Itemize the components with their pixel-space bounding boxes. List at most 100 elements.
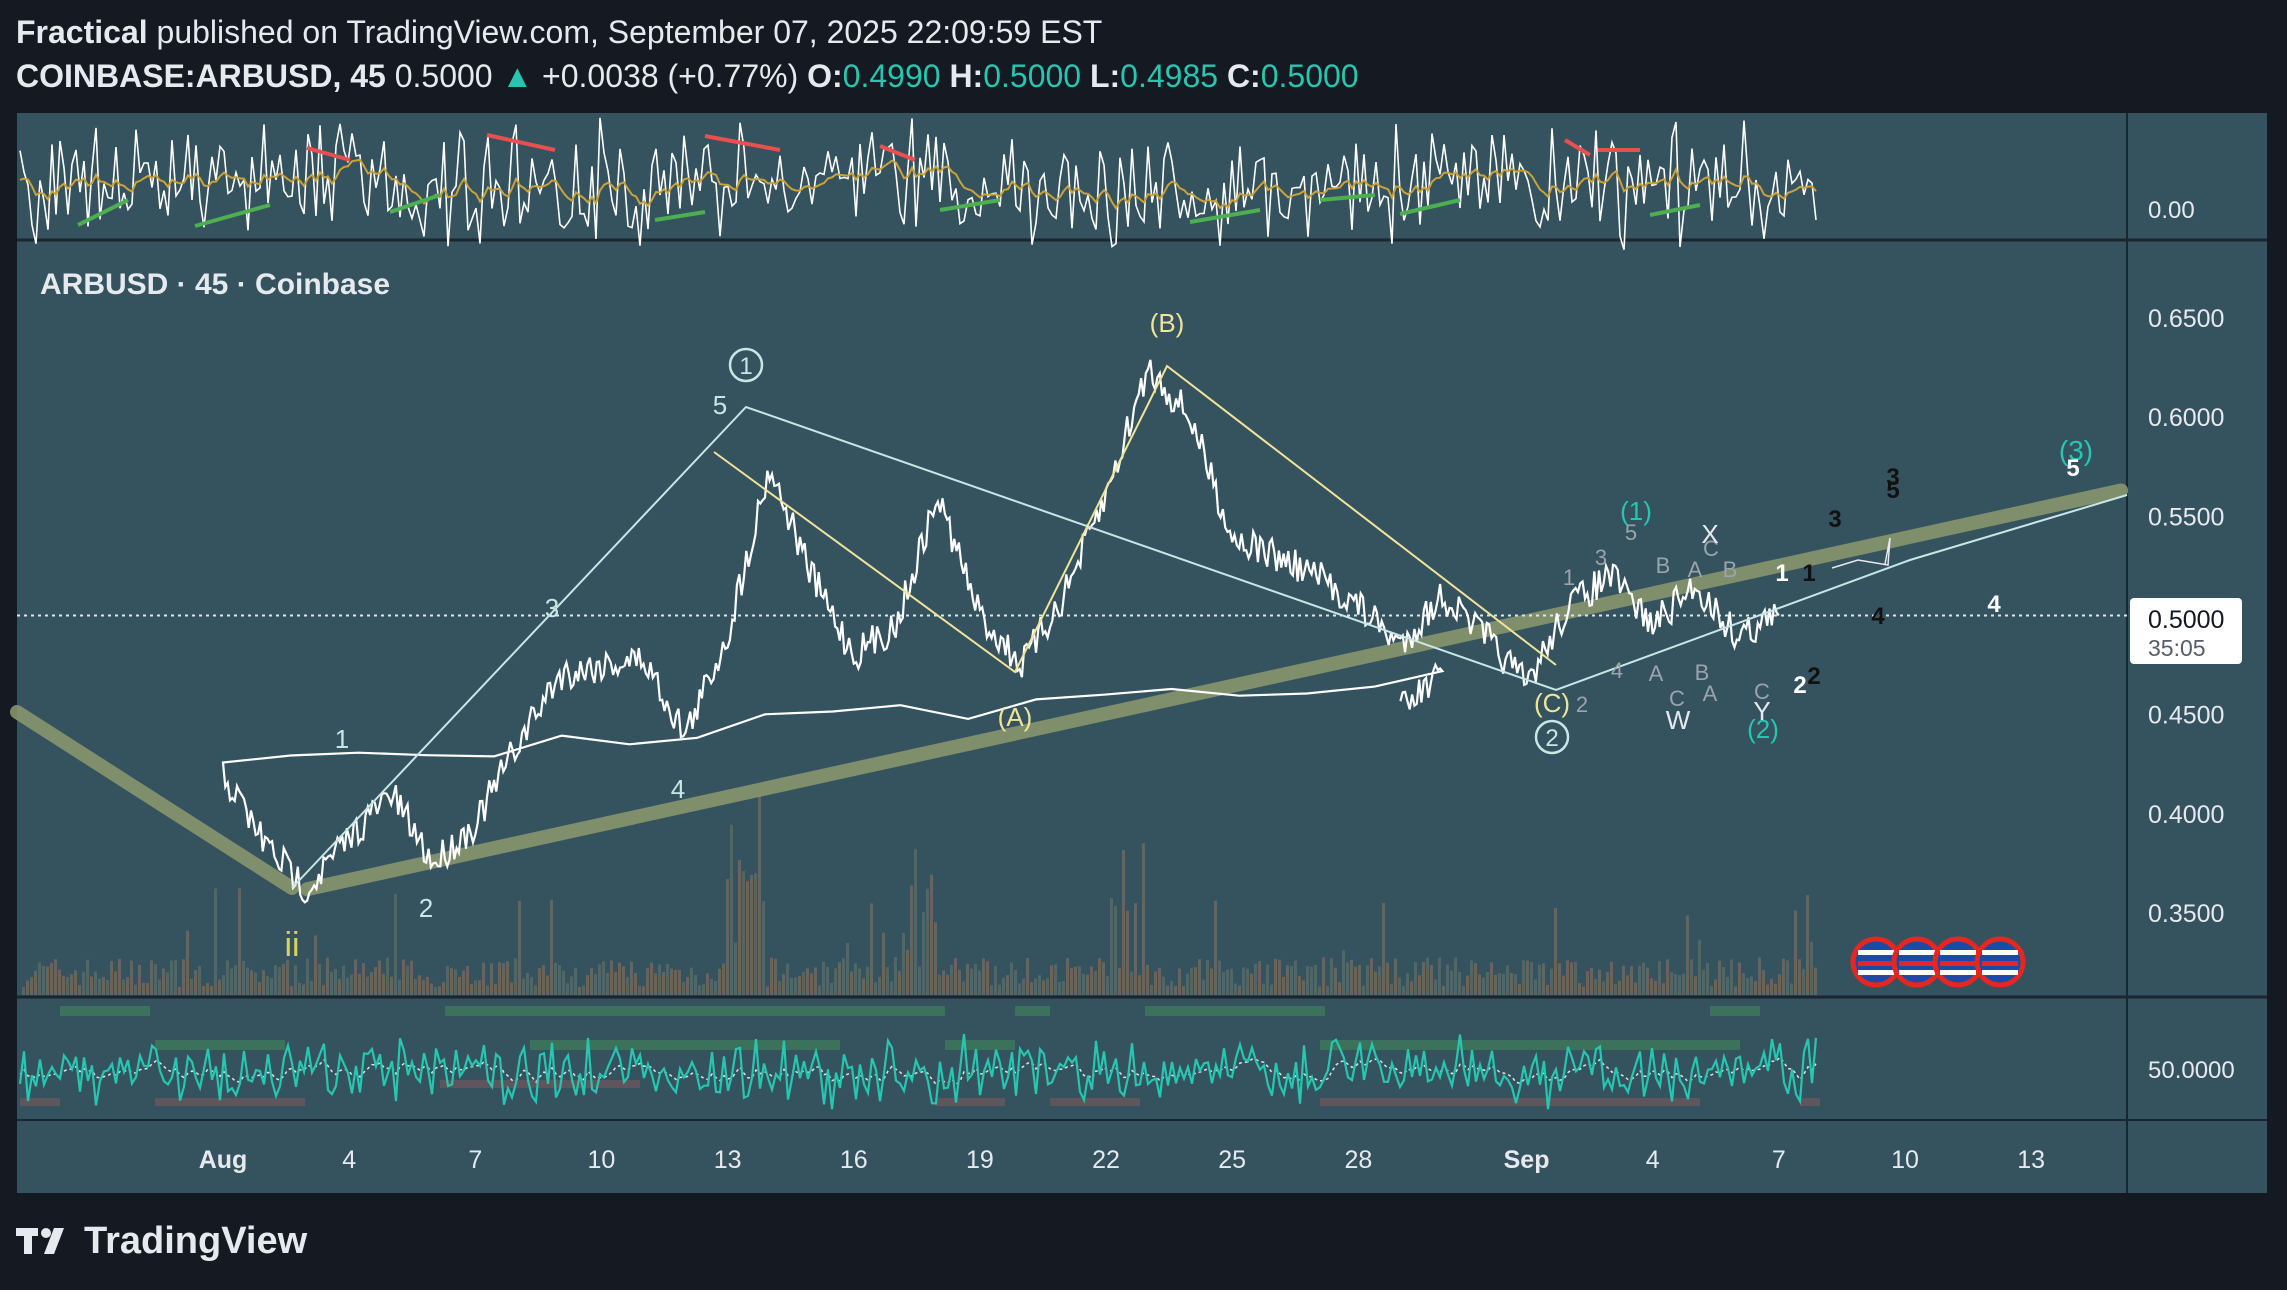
- volume-bar: [178, 986, 181, 995]
- subwave-label-C: C: [1669, 686, 1685, 711]
- time-axis[interactable]: Aug 4 7 10 13 16 19 22 25 28 Sep 4 7 10 13: [199, 1146, 2045, 1174]
- volume-bar: [286, 959, 289, 995]
- footer-brand[interactable]: TradingView: [84, 1219, 308, 1262]
- volume-bar: [142, 982, 145, 995]
- volume-bar: [854, 963, 857, 995]
- us-flag-icon[interactable]: [1932, 936, 1984, 988]
- us-flag-icon[interactable]: [1974, 936, 2026, 988]
- volume-bar: [670, 968, 673, 995]
- osc-bottom-zone-low: [155, 1098, 305, 1106]
- publish-line: Fractical published on TradingView.com, …: [16, 10, 2266, 54]
- volume-bar: [1634, 982, 1637, 995]
- volume-bar: [1126, 910, 1129, 995]
- volume-bar: [1522, 960, 1525, 995]
- osc-top-line: [19, 117, 1817, 250]
- time-axis-label: 7: [1772, 1146, 1786, 1174]
- volume-bar: [534, 985, 537, 995]
- volume-bar: [562, 970, 565, 995]
- volume-bar: [1342, 950, 1345, 995]
- main-price-pane: 12(B)(A) (C)(1)(2)(3)ii1234512345ABCABACB…: [10, 308, 2129, 995]
- economic-events[interactable]: [1850, 936, 2026, 988]
- volume-bar: [1666, 959, 1669, 995]
- osc-top-divergence: [194, 203, 271, 228]
- osc-top-divergence: [939, 198, 1001, 212]
- volume-bar: [874, 982, 877, 995]
- us-flag-icon[interactable]: [1891, 936, 1943, 988]
- volume-bar: [1614, 983, 1617, 995]
- author-name[interactable]: Fractical: [16, 14, 148, 50]
- volume-bar: [334, 968, 337, 995]
- volume-bar: [978, 970, 981, 995]
- chart-canvas[interactable]: 0.00 12(B)(A) (C)(1)(2)(3)ii1234512345ABC…: [0, 0, 2287, 1210]
- volume-bar: [866, 966, 869, 995]
- volume-bar: [1150, 984, 1153, 995]
- chart-frame: [17, 113, 2267, 1193]
- volume-bar: [158, 979, 161, 995]
- volume-bar: [550, 899, 553, 995]
- volume-bar: [602, 961, 605, 995]
- countdown-label: 35:05: [2148, 635, 2206, 661]
- volume-bar: [494, 983, 497, 995]
- volume-bar: [1258, 961, 1261, 995]
- volume-bar: [710, 978, 713, 995]
- volume-bar: [846, 942, 849, 995]
- volume-bar: [322, 985, 325, 995]
- volume-bar: [622, 966, 625, 995]
- volume-bar: [94, 971, 97, 995]
- volume-bar: [1502, 973, 1505, 995]
- volume-bar: [598, 964, 601, 995]
- volume-bar: [1266, 964, 1269, 995]
- volume-bar: [1558, 963, 1561, 995]
- subwave-label-A: A: [1649, 661, 1664, 686]
- volume-bar: [1030, 982, 1033, 995]
- volume-bar: [826, 967, 829, 995]
- volume-bar: [970, 968, 973, 995]
- osc-bottom-zone-low: [440, 1080, 640, 1088]
- close-value: 0.5000: [1260, 58, 1359, 94]
- volume-bar: [1802, 969, 1805, 995]
- time-axis-label: 28: [1344, 1146, 1372, 1174]
- volume-bar: [26, 980, 29, 995]
- volume-bar: [1082, 973, 1085, 995]
- volume-bar: [466, 965, 469, 995]
- volume-bar: [870, 903, 873, 995]
- volume-bar: [198, 965, 201, 995]
- volume-bar: [182, 959, 185, 995]
- volume-bar: [214, 888, 217, 995]
- volume-bar: [734, 942, 737, 995]
- volume-bar: [1146, 964, 1149, 995]
- volume-bar: [1254, 963, 1257, 995]
- volume-bar: [1226, 969, 1229, 995]
- volume-bar: [806, 968, 809, 995]
- volume-bar: [1714, 979, 1717, 995]
- volume-bar: [1578, 983, 1581, 995]
- volume-bar: [954, 958, 957, 995]
- volume-bar: [1002, 977, 1005, 995]
- volume-bar: [1434, 979, 1437, 995]
- proj-label-3-top: 3: [1886, 464, 1899, 491]
- volume-bar: [718, 968, 721, 995]
- volume-bar: [1782, 958, 1785, 995]
- osc-top-divergence: [654, 210, 706, 222]
- volume-bar: [1654, 980, 1657, 995]
- chart-header: Fractical published on TradingView.com, …: [16, 10, 2266, 98]
- volume-bar: [1602, 981, 1605, 995]
- volume-bar: [226, 960, 229, 995]
- volume-bar: [450, 968, 453, 995]
- us-flag-icon[interactable]: [1850, 936, 1902, 988]
- volume-bar: [58, 969, 61, 995]
- proj-label-1: 1: [1775, 560, 1788, 587]
- low-value: 0.4985: [1120, 58, 1219, 94]
- volume-bar: [1678, 975, 1681, 995]
- subwave-label-Y: Y: [1753, 696, 1770, 726]
- volume-bar: [1130, 971, 1133, 995]
- volume-bar: [1214, 900, 1217, 995]
- volume-bar: [850, 971, 853, 995]
- volume-bar: [1806, 895, 1809, 995]
- symbol-name[interactable]: COINBASE:ARBUSD, 45: [16, 58, 386, 94]
- volume-bar: [454, 969, 457, 995]
- current-price-badge: 0.5000 35:05: [2130, 598, 2242, 664]
- volume-bar: [402, 959, 405, 995]
- volume-bar: [566, 983, 569, 995]
- volume-bar: [1470, 960, 1473, 995]
